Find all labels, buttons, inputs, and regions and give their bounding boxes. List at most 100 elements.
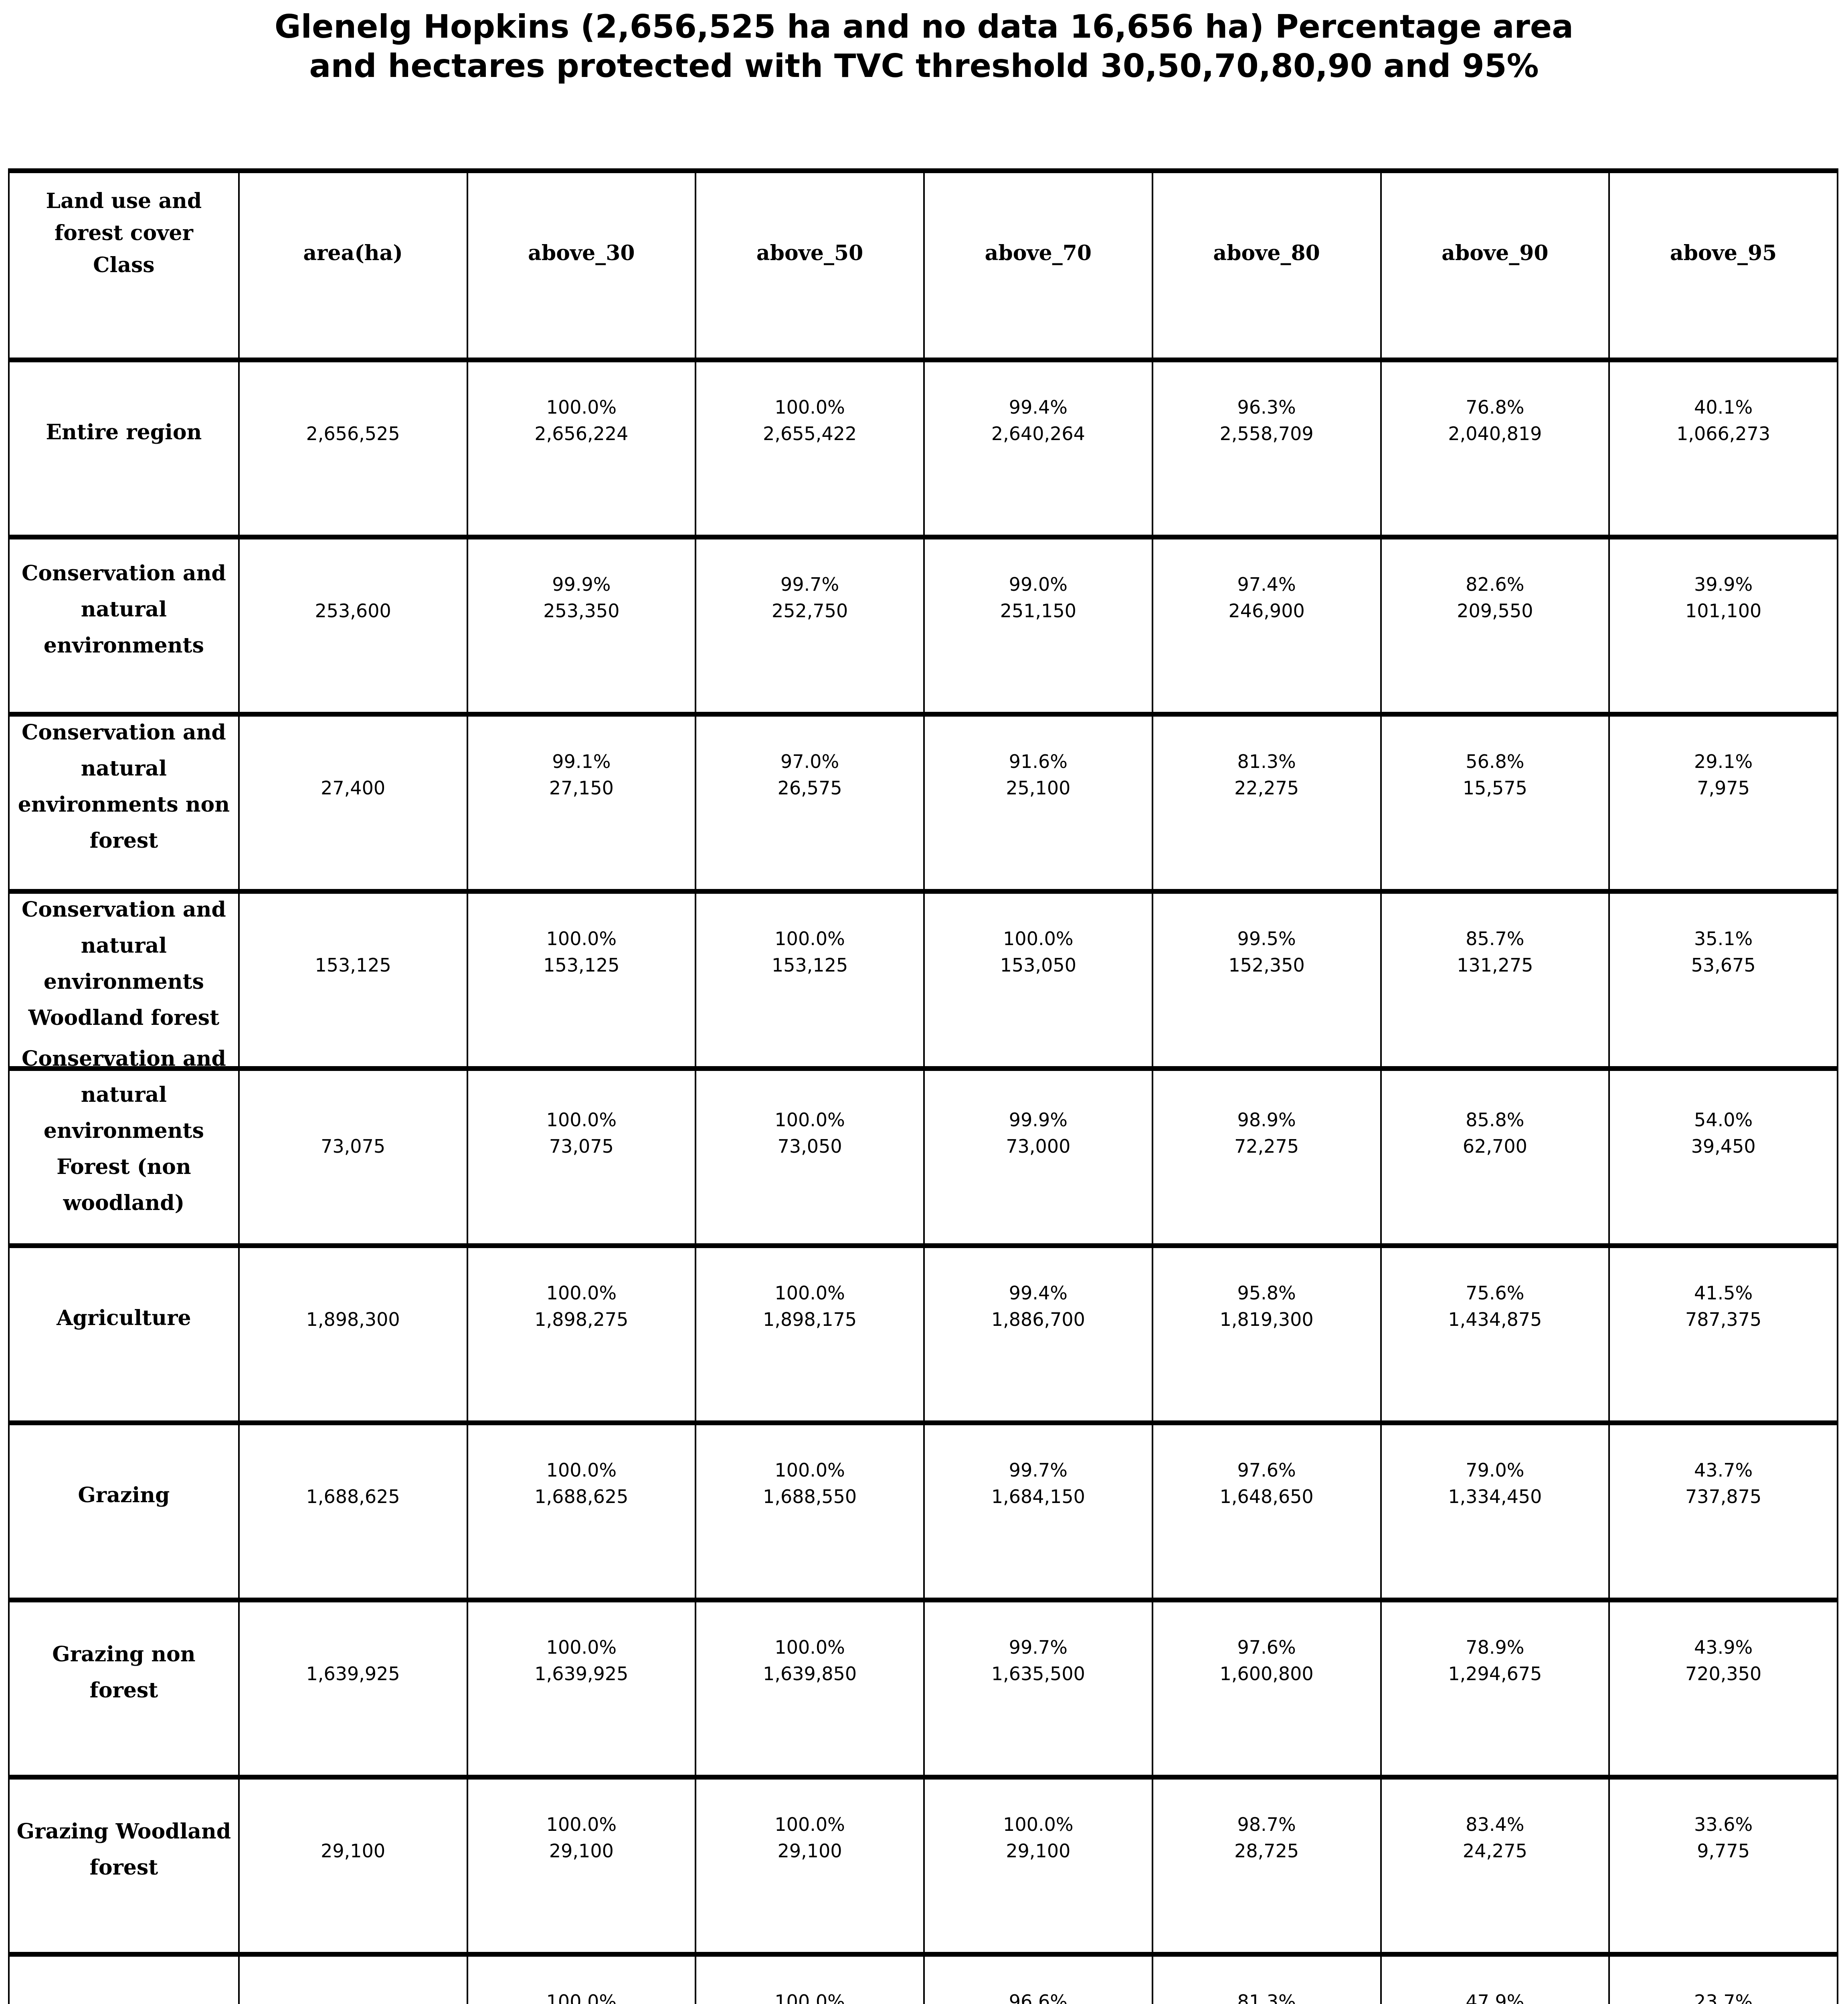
value-cell: 54.0% 39,450 xyxy=(1608,1071,1837,1251)
value-cell: 83.4% 24,275 xyxy=(1380,1780,1609,1952)
pct-value: 78.9% xyxy=(1466,1636,1524,1658)
value-cell: 100.0% 73,050 xyxy=(695,1071,923,1251)
ha-value: 26,575 xyxy=(777,777,842,799)
area-cell: 2,656,525 xyxy=(238,362,467,535)
value-cell: 99.7% 1,635,500 xyxy=(923,1602,1152,1775)
value-cell: 99.7% 252,750 xyxy=(695,539,923,712)
pct-ha-stack: 100.0% 153,125 xyxy=(772,925,848,978)
pct-ha-stack: 76.8% 2,040,819 xyxy=(1448,394,1542,447)
ha-value: 7,975 xyxy=(1697,777,1750,799)
pct-ha-stack: 96.3% 2,558,709 xyxy=(1220,394,1314,447)
pct-ha-stack: 79.0% 1,334,450 xyxy=(1448,1457,1542,1510)
pct-ha-stack: 43.9% 720,350 xyxy=(1685,1634,1761,1687)
area-cell: 1,688,625 xyxy=(238,1425,467,1598)
value-cell: 79.0% 1,334,450 xyxy=(1380,1425,1609,1598)
pct-value: 100.0% xyxy=(546,1109,617,1131)
pct-ha-stack: 96.6%200,900 xyxy=(1000,1988,1076,2004)
ha-value: 73,050 xyxy=(777,1135,842,1157)
value-cell: 97.4% 246,900 xyxy=(1151,539,1380,712)
page-title: Glenelg Hopkins (2,656,525 ha and no dat… xyxy=(0,7,1848,86)
row-label-cell: Grazing Woodland forest xyxy=(10,1780,238,1952)
pct-ha-stack: 98.7% 28,725 xyxy=(1234,1811,1299,1864)
pct-ha-stack: 97.6% 1,600,800 xyxy=(1220,1634,1314,1687)
header-cell-area: area(ha) xyxy=(238,173,467,358)
value-cell: 75.6% 1,434,875 xyxy=(1380,1248,1609,1420)
pct-value: 99.9% xyxy=(1009,1109,1068,1131)
value-cell: 76.8% 2,040,819 xyxy=(1380,362,1609,535)
pct-value: 41.5% xyxy=(1694,1282,1753,1304)
pct-value: 99.9% xyxy=(552,574,611,595)
area-value: 73,075 xyxy=(321,1135,386,1157)
row-label: Conservation and natural environments no… xyxy=(18,720,230,853)
table-row: Conservation and natural environments no… xyxy=(10,712,1837,889)
pct-value: 100.0% xyxy=(774,1109,845,1131)
row-label: Grazing non forest xyxy=(52,1642,196,1703)
row-label-cell: Conservation and natural environments Fo… xyxy=(10,1046,238,1251)
value-cell: 81.3% 22,275 xyxy=(1151,717,1380,889)
value-cell: 81.3%169,050 xyxy=(1151,1957,1380,2004)
ha-value: 1,886,700 xyxy=(991,1309,1085,1330)
value-cell: 100.0% 1,688,625 xyxy=(466,1425,695,1598)
header-above30-label: above_30 xyxy=(528,241,635,265)
table-row: Agriculture 1,898,300 100.0% 1,898,275 100.0… xyxy=(10,1243,1837,1420)
pct-value: 99.1% xyxy=(552,751,611,772)
area-cell: 73,075 xyxy=(238,1071,467,1251)
ha-value: 9,775 xyxy=(1697,1840,1750,1862)
value-cell: 100.0% 1,688,550 xyxy=(695,1425,923,1598)
pct-ha-stack: 100.0% 2,656,224 xyxy=(534,394,628,447)
ha-value: 209,550 xyxy=(1457,600,1533,622)
ha-value: 1,639,925 xyxy=(534,1663,629,1685)
area-cell: 27,400 xyxy=(238,717,467,889)
area-value: 153,125 xyxy=(315,954,391,976)
row-label: Agriculture xyxy=(57,1306,191,1330)
ha-value: 1,639,850 xyxy=(763,1663,857,1685)
pct-value: 23.7% xyxy=(1694,1991,1753,2004)
header-cell-above-70: above_70 xyxy=(923,173,1152,358)
pct-ha-stack: 99.7% 252,750 xyxy=(772,571,848,624)
ha-value: 39,450 xyxy=(1691,1135,1756,1157)
row-label-cell: Conservation and natural environments xyxy=(10,539,238,712)
pct-ha-stack: 99.9% 253,350 xyxy=(543,571,619,624)
pct-value: 83.4% xyxy=(1466,1814,1524,1835)
value-cell: 100.0%207,975 xyxy=(695,1957,923,2004)
ha-value: 1,434,875 xyxy=(1448,1309,1542,1330)
pct-value: 91.6% xyxy=(1009,751,1068,772)
pct-ha-stack: 100.0% 153,050 xyxy=(1000,925,1076,978)
pct-value: 100.0% xyxy=(1003,1814,1074,1835)
pct-value: 29.1% xyxy=(1694,751,1753,772)
table-row: Cropping208,025 100.0%208,000 100.0%207,97… xyxy=(10,1952,1837,2004)
value-cell: 43.9% 720,350 xyxy=(1608,1602,1837,1775)
pct-value: 81.3% xyxy=(1237,751,1296,772)
pct-ha-stack: 100.0% 29,100 xyxy=(774,1811,845,1864)
pct-value: 100.0% xyxy=(774,1636,845,1658)
pct-value: 99.4% xyxy=(1009,396,1068,418)
ha-value: 1,819,300 xyxy=(1219,1309,1314,1330)
pct-ha-stack: 100.0%207,975 xyxy=(772,1988,848,2004)
ha-value: 251,150 xyxy=(1000,600,1076,622)
header-above90-label: above_90 xyxy=(1442,241,1549,265)
row-label: Grazing Woodland forest xyxy=(16,1819,231,1880)
pct-value: 56.8% xyxy=(1466,751,1524,772)
area-value: 1,688,625 xyxy=(306,1486,400,1507)
pct-value: 100.0% xyxy=(774,1991,845,2004)
pct-value: 100.0% xyxy=(546,1459,617,1481)
pct-ha-stack: 99.4% 2,640,264 xyxy=(991,394,1085,447)
ha-value: 1,898,275 xyxy=(534,1309,629,1330)
pct-ha-stack: 99.0% 251,150 xyxy=(1000,571,1076,624)
pct-ha-stack: 99.1% 27,150 xyxy=(549,748,614,801)
value-cell: 98.9% 72,275 xyxy=(1151,1071,1380,1251)
row-label: Conservation and natural environments xyxy=(21,561,226,658)
row-label: Grazing xyxy=(78,1483,170,1507)
ha-value: 720,350 xyxy=(1685,1663,1762,1685)
pct-ha-stack: 33.6% 9,775 xyxy=(1694,1811,1753,1864)
ha-value: 72,275 xyxy=(1234,1135,1299,1157)
ha-value: 1,898,175 xyxy=(763,1309,857,1330)
area-value: 2,656,525 xyxy=(306,423,400,444)
ha-value: 28,725 xyxy=(1234,1840,1299,1862)
pct-ha-stack: 97.6% 1,648,650 xyxy=(1220,1457,1314,1510)
value-cell: 99.4% 2,640,264 xyxy=(923,362,1152,535)
value-cell: 100.0% 2,655,422 xyxy=(695,362,923,535)
area-cell: 29,100 xyxy=(238,1780,467,1952)
row-label-cell: Conservation and natural environments no… xyxy=(10,717,238,889)
ha-value: 787,375 xyxy=(1685,1309,1762,1330)
